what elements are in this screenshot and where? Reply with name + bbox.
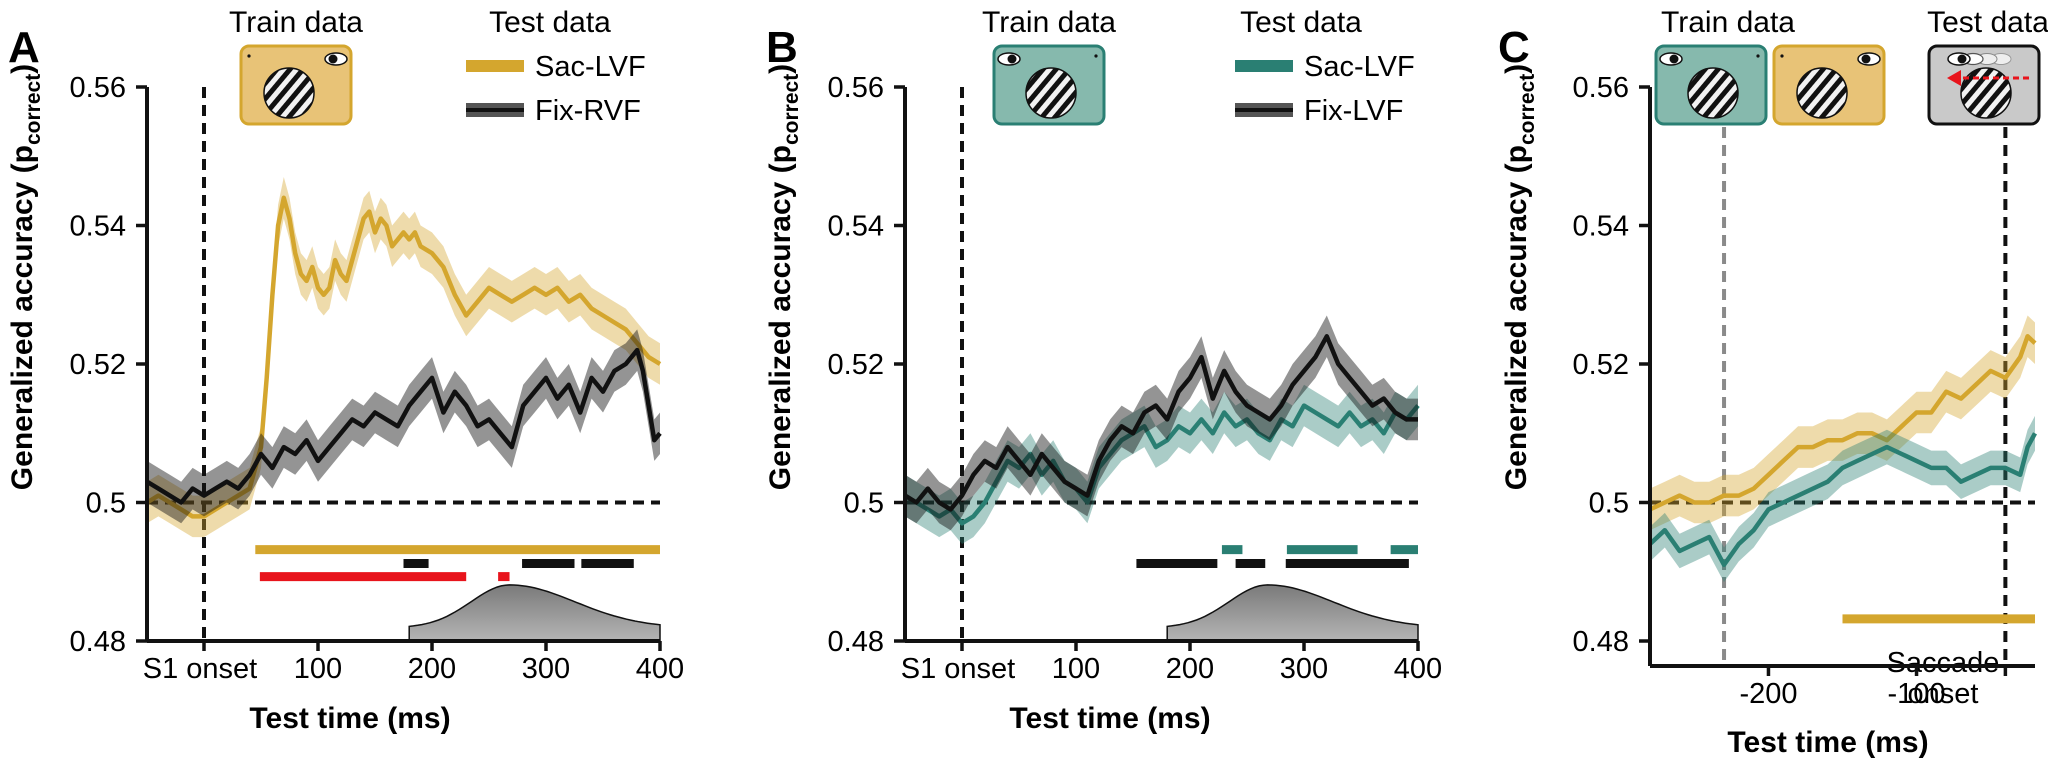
panel-a-y-tick-label-0: 0.48 (70, 626, 126, 658)
panel-a-x-tick-label-3: 400 (636, 653, 684, 685)
panel-a-train-eye-icon (241, 46, 351, 124)
panel-b-train-header: Train data (982, 6, 1116, 39)
panel-c-plot: 0.48 0.5 0.52 0.54 0.56 -200 -100 (1573, 72, 2035, 710)
panel-a: A Train data Test data Sac-LVF Fix-RVF G… (6, 6, 684, 735)
panel-a-legend-label-2: Fix-RVF (535, 95, 641, 127)
panel-c-y-tick-label-3: 0.54 (1573, 211, 1629, 243)
panel-b-x-tick-label-2: 300 (1280, 653, 1328, 685)
panel-c-ylabel: Generalized accuracy (pcorrect) (1500, 64, 1539, 490)
panel-c-xlabel: Test time (ms) (1727, 726, 1928, 759)
panel-b-y-tick-label-3: 0.54 (828, 211, 884, 243)
panel-b-x-tick-label-1: 200 (1166, 653, 1214, 685)
panel-c-vline-label-1: Saccade (1887, 647, 2000, 679)
panel-b-xlabel: Test time (ms) (1009, 702, 1210, 735)
panel-b-legend: Sac-LVF Fix-LVF (1235, 51, 1415, 127)
panel-b-x-tick-label-0: 100 (1052, 653, 1100, 685)
panel-a-vline-label: S1 onset (143, 653, 257, 685)
panel-c-y-tick-label-4: 0.56 (1573, 72, 1629, 104)
panel-b-y-tick-label-4: 0.56 (828, 72, 884, 104)
panel-a-legend-label-1: Sac-LVF (535, 51, 646, 83)
panel-a-saccade-latency-density (409, 585, 660, 641)
panel-a-series-1-error-band (147, 329, 660, 523)
panel-c-series-0-error-band (1650, 316, 2035, 531)
panel-a-x-tick-label-2: 300 (522, 653, 570, 685)
panel-b-train-eye-icon (994, 46, 1104, 124)
panel-c-train-eye-icon-gold (1774, 46, 1884, 124)
panel-a-train-header: Train data (229, 6, 363, 39)
panel-a-y-tick-label-1: 0.5 (86, 488, 126, 520)
panel-c-test-header: Test data (1927, 6, 2048, 39)
panel-a-legend: Sac-LVF Fix-RVF (466, 51, 646, 127)
panel-c-y-tick-label-2: 0.52 (1573, 349, 1629, 381)
panel-a-y-tick-label-4: 0.56 (70, 72, 126, 104)
panel-b: B Train data Test data Sac-LVF Fix-LVF G… (764, 6, 1442, 735)
panel-a-xlabel: Test time (ms) (249, 702, 450, 735)
panel-a-x-tick-label-1: 200 (408, 653, 456, 685)
panel-c-x-tick-label-0: -200 (1739, 678, 1797, 710)
panel-c-train-eye-icon-teal (1656, 46, 1766, 124)
panel-b-y-tick-label-0: 0.48 (828, 626, 884, 658)
panel-a-y-tick-label-2: 0.52 (70, 349, 126, 381)
panel-a-x-tick-label-0: 100 (294, 653, 342, 685)
panel-c-test-saccade-icon (1929, 46, 2039, 124)
panel-c-x-tick-label-1: -100 (1888, 678, 1946, 710)
panel-a-plot: 0.48 0.5 0.52 0.54 0.56 100 200 300 400 (70, 72, 685, 685)
panel-b-ylabel: Generalized accuracy (pcorrect) (764, 64, 803, 490)
panel-a-ylabel: Generalized accuracy (pcorrect) (6, 64, 45, 490)
panel-b-saccade-latency-density (1167, 585, 1418, 641)
panel-a-y-tick-label-3: 0.54 (70, 211, 126, 243)
panel-b-plot: 0.48 0.5 0.52 0.54 0.56 100 200 300 400 (828, 72, 1443, 685)
panel-a-test-header: Test data (489, 6, 611, 39)
figure: A Train data Test data Sac-LVF Fix-RVF G… (0, 0, 2048, 759)
panel-c-y-tick-label-0: 0.48 (1573, 626, 1629, 658)
panel-b-legend-label-1: Sac-LVF (1304, 51, 1415, 83)
panel-c-train-header: Train data (1661, 6, 1795, 39)
panel-b-legend-label-2: Fix-LVF (1304, 95, 1403, 127)
panel-c: C Train data Test data (1498, 6, 2048, 759)
panel-b-y-tick-label-1: 0.5 (844, 488, 884, 520)
panel-c-y-tick-label-1: 0.5 (1589, 488, 1629, 520)
panel-b-y-tick-label-2: 0.52 (828, 349, 884, 381)
panel-b-x-tick-label-3: 400 (1394, 653, 1442, 685)
panel-b-vline-label: S1 onset (901, 653, 1015, 685)
panel-b-test-header: Test data (1240, 6, 1362, 39)
